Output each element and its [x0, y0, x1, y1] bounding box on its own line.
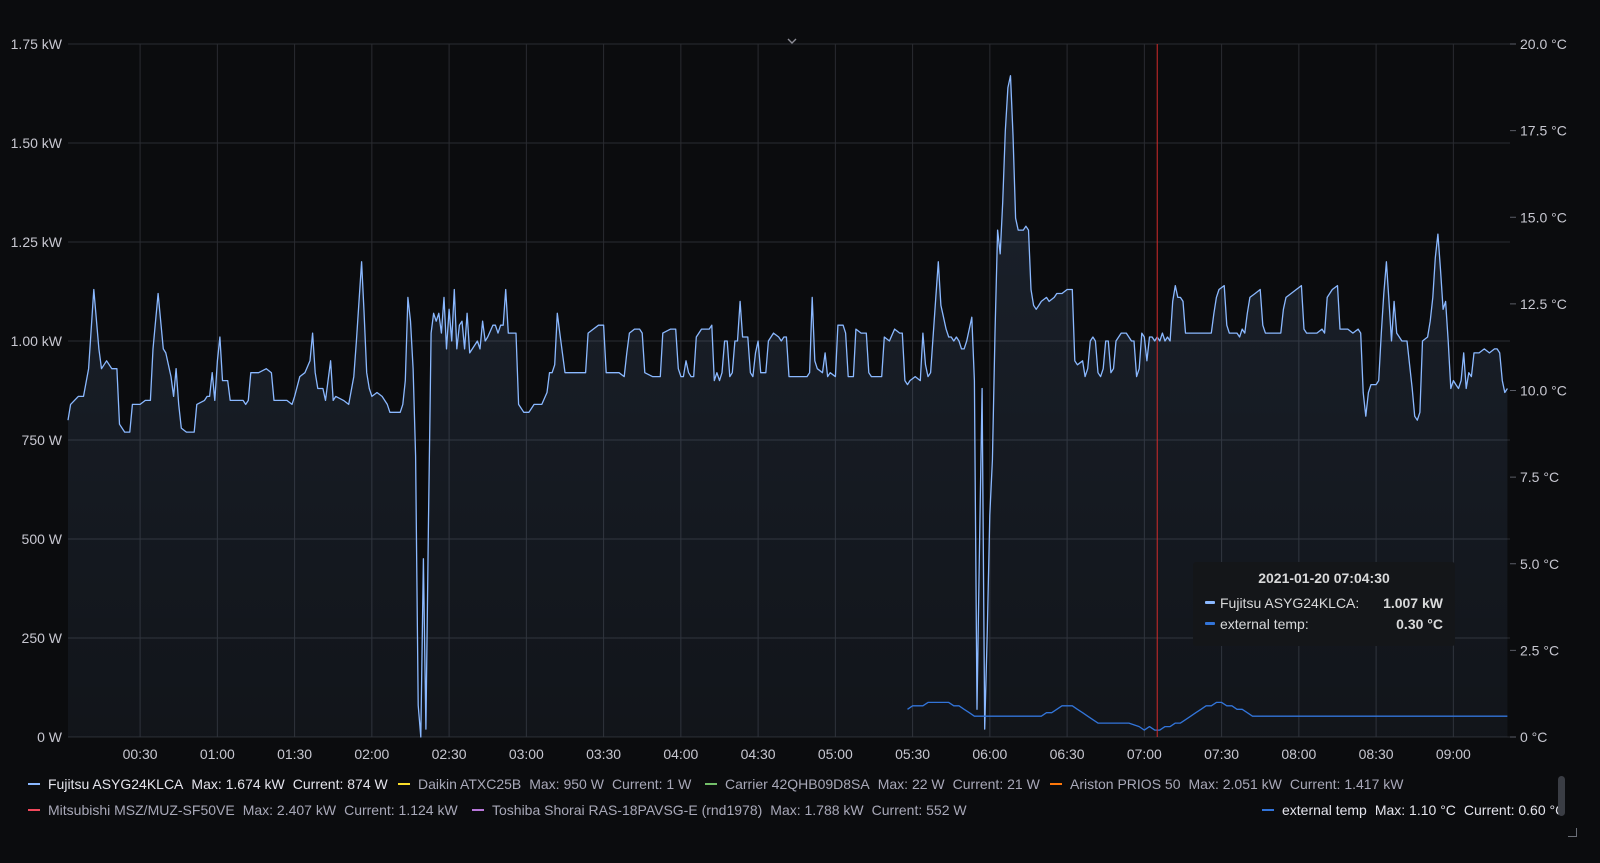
legend-current: Current: 21 W	[952, 776, 1040, 792]
y-left-tick-label: 250 W	[22, 630, 63, 646]
tooltip-series-name: external temp:	[1220, 615, 1309, 632]
x-tick-label: 06:30	[1050, 746, 1085, 762]
x-tick-label: 07:30	[1204, 746, 1239, 762]
legend-swatch	[28, 783, 40, 785]
y-left-tick-label: 1.75 kW	[11, 36, 63, 52]
legend-item-toshiba[interactable]: Toshiba Shorai RAS-18PAVSG-E (rnd1978) M…	[472, 802, 975, 818]
legend-swatch	[705, 783, 717, 785]
legend-series-name: external temp	[1282, 802, 1367, 818]
x-tick-label: 02:30	[432, 746, 467, 762]
legend-max: Max: 2.051 kW	[1188, 776, 1282, 792]
legend-item-fujitsu[interactable]: Fujitsu ASYG24KLCA Max: 1.674 kW Current…	[28, 776, 396, 792]
legend-current: Current: 1 W	[611, 776, 692, 792]
tooltip-series-name: Fujitsu ASYG24KLCA:	[1220, 594, 1360, 611]
legend-swatch	[28, 809, 40, 811]
x-tick-label: 04:30	[741, 746, 776, 762]
tooltip-row-fujitsu: Fujitsu ASYG24KLCA: 1.007 kW	[1205, 592, 1443, 613]
y-left-tick-label: 0 W	[37, 729, 63, 745]
legend-series-name: Mitsubishi MSZ/MUZ-SF50VE	[48, 802, 235, 818]
x-tick-label: 05:00	[818, 746, 853, 762]
legend-series-name: Ariston PRIOS 50	[1070, 776, 1181, 792]
y-left-tick-label: 500 W	[22, 531, 63, 547]
legend-max: Max: 1.10 °C	[1374, 802, 1456, 818]
y-right-tick-label: 12.5 °C	[1520, 296, 1567, 312]
legend-swatch	[1262, 809, 1274, 811]
tooltip-time: 2021-01-20 07:04:30	[1258, 570, 1390, 586]
x-tick-label: 08:00	[1281, 746, 1316, 762]
y-right-tick-label: 17.5 °C	[1520, 123, 1567, 139]
legend-item-mitsubishi[interactable]: Mitsubishi MSZ/MUZ-SF50VE Max: 2.407 kW …	[28, 802, 466, 818]
legend-item-ariston[interactable]: Ariston PRIOS 50 Max: 2.051 kW Current: …	[1050, 776, 1411, 792]
chevron-down-icon[interactable]	[787, 36, 797, 46]
legend: Fujitsu ASYG24KLCA Max: 1.674 kW Current…	[0, 776, 1600, 828]
legend-swatch	[398, 783, 410, 785]
y-right-tick-label: 20.0 °C	[1520, 36, 1567, 52]
tooltip-swatch-external-temp	[1205, 622, 1215, 625]
x-tick-label: 01:30	[277, 746, 312, 762]
x-tick-label: 02:00	[354, 746, 389, 762]
legend-series-name: Carrier 42QHB09D8SA	[725, 776, 870, 792]
series-line-fujitsu	[67, 75, 1508, 738]
legend-swatch	[472, 809, 484, 811]
y-right-tick-label: 0 °C	[1520, 729, 1547, 745]
legend-max: Max: 22 W	[877, 776, 945, 792]
y-axis-right: 0 °C 2.5 °C 5.0 °C 7.5 °C 10.0 °C 12.5 °C 15.0…	[1510, 36, 1567, 745]
legend-row: Fujitsu ASYG24KLCA Max: 1.674 kW Current…	[0, 776, 1600, 802]
legend-current: Current: 0.60 °C	[1463, 802, 1566, 818]
x-tick-label: 03:00	[509, 746, 544, 762]
x-tick-label: 01:00	[200, 746, 235, 762]
x-axis: 00:30 01:00 01:30 02:00 02:30 03:00 03:30 04:00…	[123, 746, 1471, 762]
y-left-tick-label: 1.25 kW	[11, 234, 63, 250]
hover-tooltip: 2021-01-20 07:04:30 Fujitsu ASYG24KLCA: …	[1193, 562, 1455, 646]
x-tick-label: 04:00	[663, 746, 698, 762]
legend-series-name: Toshiba Shorai RAS-18PAVSG-E (rnd1978)	[492, 802, 763, 818]
legend-max: Max: 950 W	[529, 776, 604, 792]
legend-current: Current: 552 W	[871, 802, 967, 818]
y-left-tick-label: 1.00 kW	[11, 333, 63, 349]
legend-swatch	[1050, 783, 1062, 785]
legend-max: Max: 2.407 kW	[242, 802, 337, 818]
y-right-tick-label: 7.5 °C	[1520, 469, 1559, 485]
legend-current: Current: 1.417 kW	[1289, 776, 1404, 792]
legend-max: Max: 1.674 kW	[191, 776, 285, 792]
y-right-tick-label: 5.0 °C	[1520, 556, 1559, 572]
legend-item-carrier[interactable]: Carrier 42QHB09D8SA Max: 22 W Current: 2…	[705, 776, 1048, 792]
x-tick-label: 07:00	[1127, 746, 1162, 762]
legend-scrollbar[interactable]	[1558, 776, 1565, 816]
tooltip-swatch-fujitsu	[1205, 601, 1215, 604]
y-right-tick-label: 2.5 °C	[1520, 642, 1559, 658]
x-tick-label: 05:30	[895, 746, 930, 762]
x-tick-label: 00:30	[123, 746, 158, 762]
y-right-tick-label: 15.0 °C	[1520, 209, 1567, 225]
y-right-tick-label: 10.0 °C	[1520, 383, 1567, 399]
legend-series-name: Fujitsu ASYG24KLCA	[48, 776, 184, 792]
legend-row: Mitsubishi MSZ/MUZ-SF50VE Max: 2.407 kW …	[0, 802, 1600, 828]
series	[67, 75, 1508, 738]
y-left-tick-label: 1.50 kW	[11, 135, 63, 151]
x-tick-label: 08:30	[1359, 746, 1394, 762]
tooltip-series-value: 1.007 kW	[1383, 594, 1443, 611]
legend-item-daikin[interactable]: Daikin ATXC25B Max: 950 W Current: 1 W	[398, 776, 699, 792]
legend-series-name: Daikin ATXC25B	[418, 776, 522, 792]
resize-corner-icon[interactable]	[1568, 828, 1577, 837]
series-line-external-temp	[907, 701, 1508, 731]
legend-current: Current: 874 W	[292, 776, 388, 792]
x-tick-label: 06:00	[972, 746, 1007, 762]
legend-item-external-temp[interactable]: external temp Max: 1.10 °C Current: 0.60…	[1262, 802, 1573, 818]
legend-current: Current: 1.124 kW	[344, 802, 458, 818]
y-left-tick-label: 750 W	[22, 432, 63, 448]
x-tick-label: 09:00	[1436, 746, 1471, 762]
legend-max: Max: 1.788 kW	[770, 802, 864, 818]
x-tick-label: 03:30	[586, 746, 621, 762]
tooltip-series-value: 0.30 °C	[1396, 615, 1443, 632]
tooltip-row-external-temp: external temp: 0.30 °C	[1205, 613, 1443, 634]
y-axis-left: 0 W 250 W 500 W 750 W 1.00 kW 1.25 kW 1.50 kW 1…	[11, 36, 63, 745]
